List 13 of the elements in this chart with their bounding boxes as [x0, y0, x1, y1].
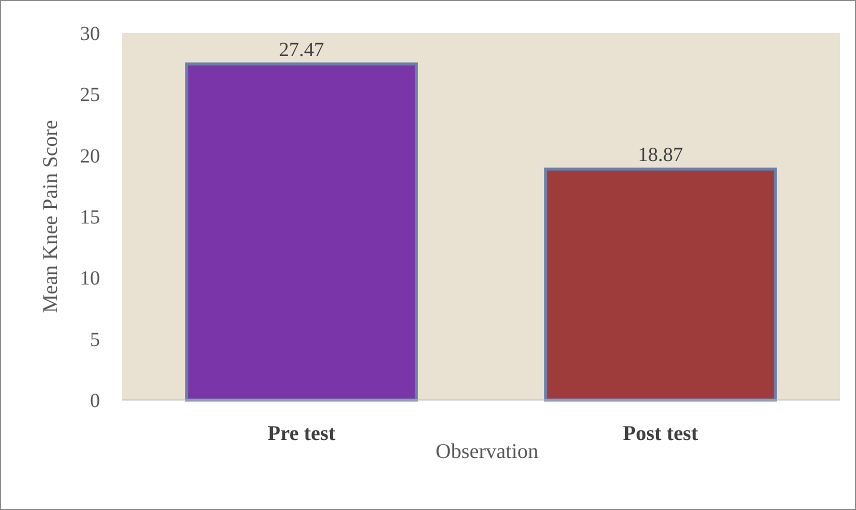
data-label: 18.87 — [638, 144, 683, 166]
y-tick-label: 25 — [80, 84, 100, 106]
x-tick-label: Post test — [622, 421, 698, 445]
y-tick-label: 5 — [90, 328, 100, 351]
x-axis-title: Observation — [436, 439, 539, 463]
y-tick-label: 20 — [80, 145, 100, 168]
x-tick-label: Pre test — [268, 421, 336, 445]
y-tick-label: 30 — [80, 23, 100, 45]
y-tick-label: 10 — [80, 268, 100, 290]
y-tick-label: 15 — [80, 206, 100, 228]
y-tick-label: 0 — [90, 390, 100, 412]
y-axis-title: Mean Knee Pain Score — [38, 120, 62, 314]
data-label: 27.47 — [279, 38, 324, 61]
